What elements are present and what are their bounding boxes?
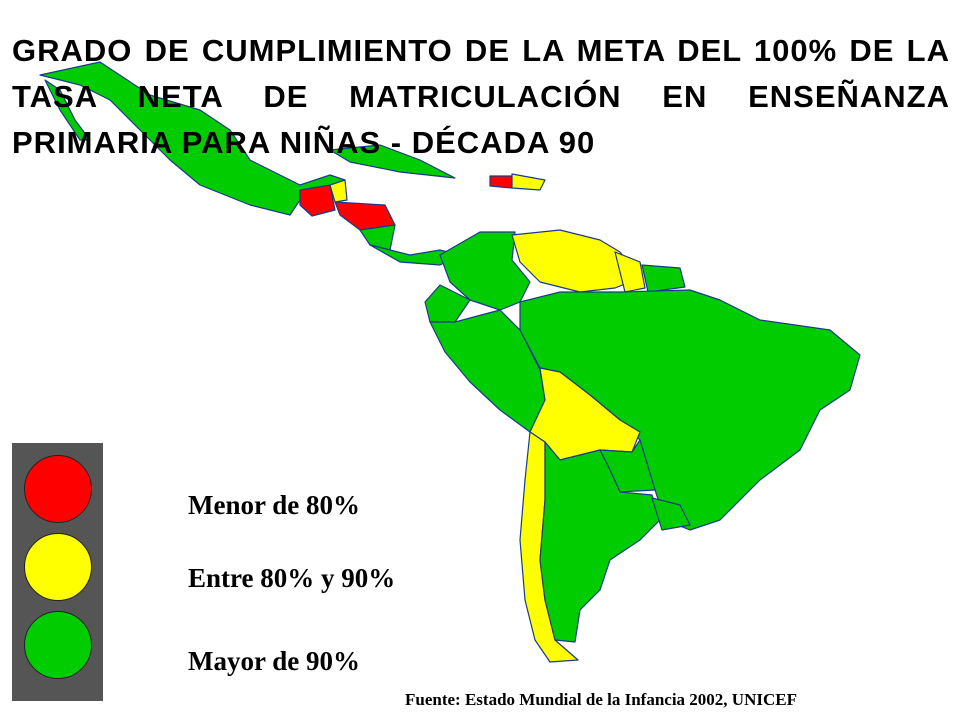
legend-label: Entre 80% y 90% — [188, 563, 396, 593]
legend-label: Mayor de 90% — [188, 646, 360, 676]
cuba — [329, 144, 456, 179]
legend-swatch — [24, 455, 92, 523]
haiti — [489, 175, 513, 189]
legend-swatch — [24, 611, 92, 679]
legend-swatch — [24, 533, 92, 601]
argentina — [539, 441, 661, 643]
traffic-light — [12, 443, 103, 701]
belize — [329, 179, 348, 203]
title: GRADO DE CUMPLIMIENTO DE LA META DEL 100… — [12, 33, 950, 160]
nicaragua — [359, 224, 396, 251]
guatemala — [299, 184, 336, 217]
colombia — [439, 231, 531, 311]
uruguay — [651, 497, 691, 531]
source: Fuente: Estado Mundial de la Infancia 20… — [405, 690, 797, 709]
baja — [44, 79, 91, 141]
dominican-republic — [511, 173, 546, 191]
suriname — [641, 264, 686, 293]
guyana — [614, 251, 646, 293]
legend-label: Menor de 80% — [188, 490, 360, 520]
